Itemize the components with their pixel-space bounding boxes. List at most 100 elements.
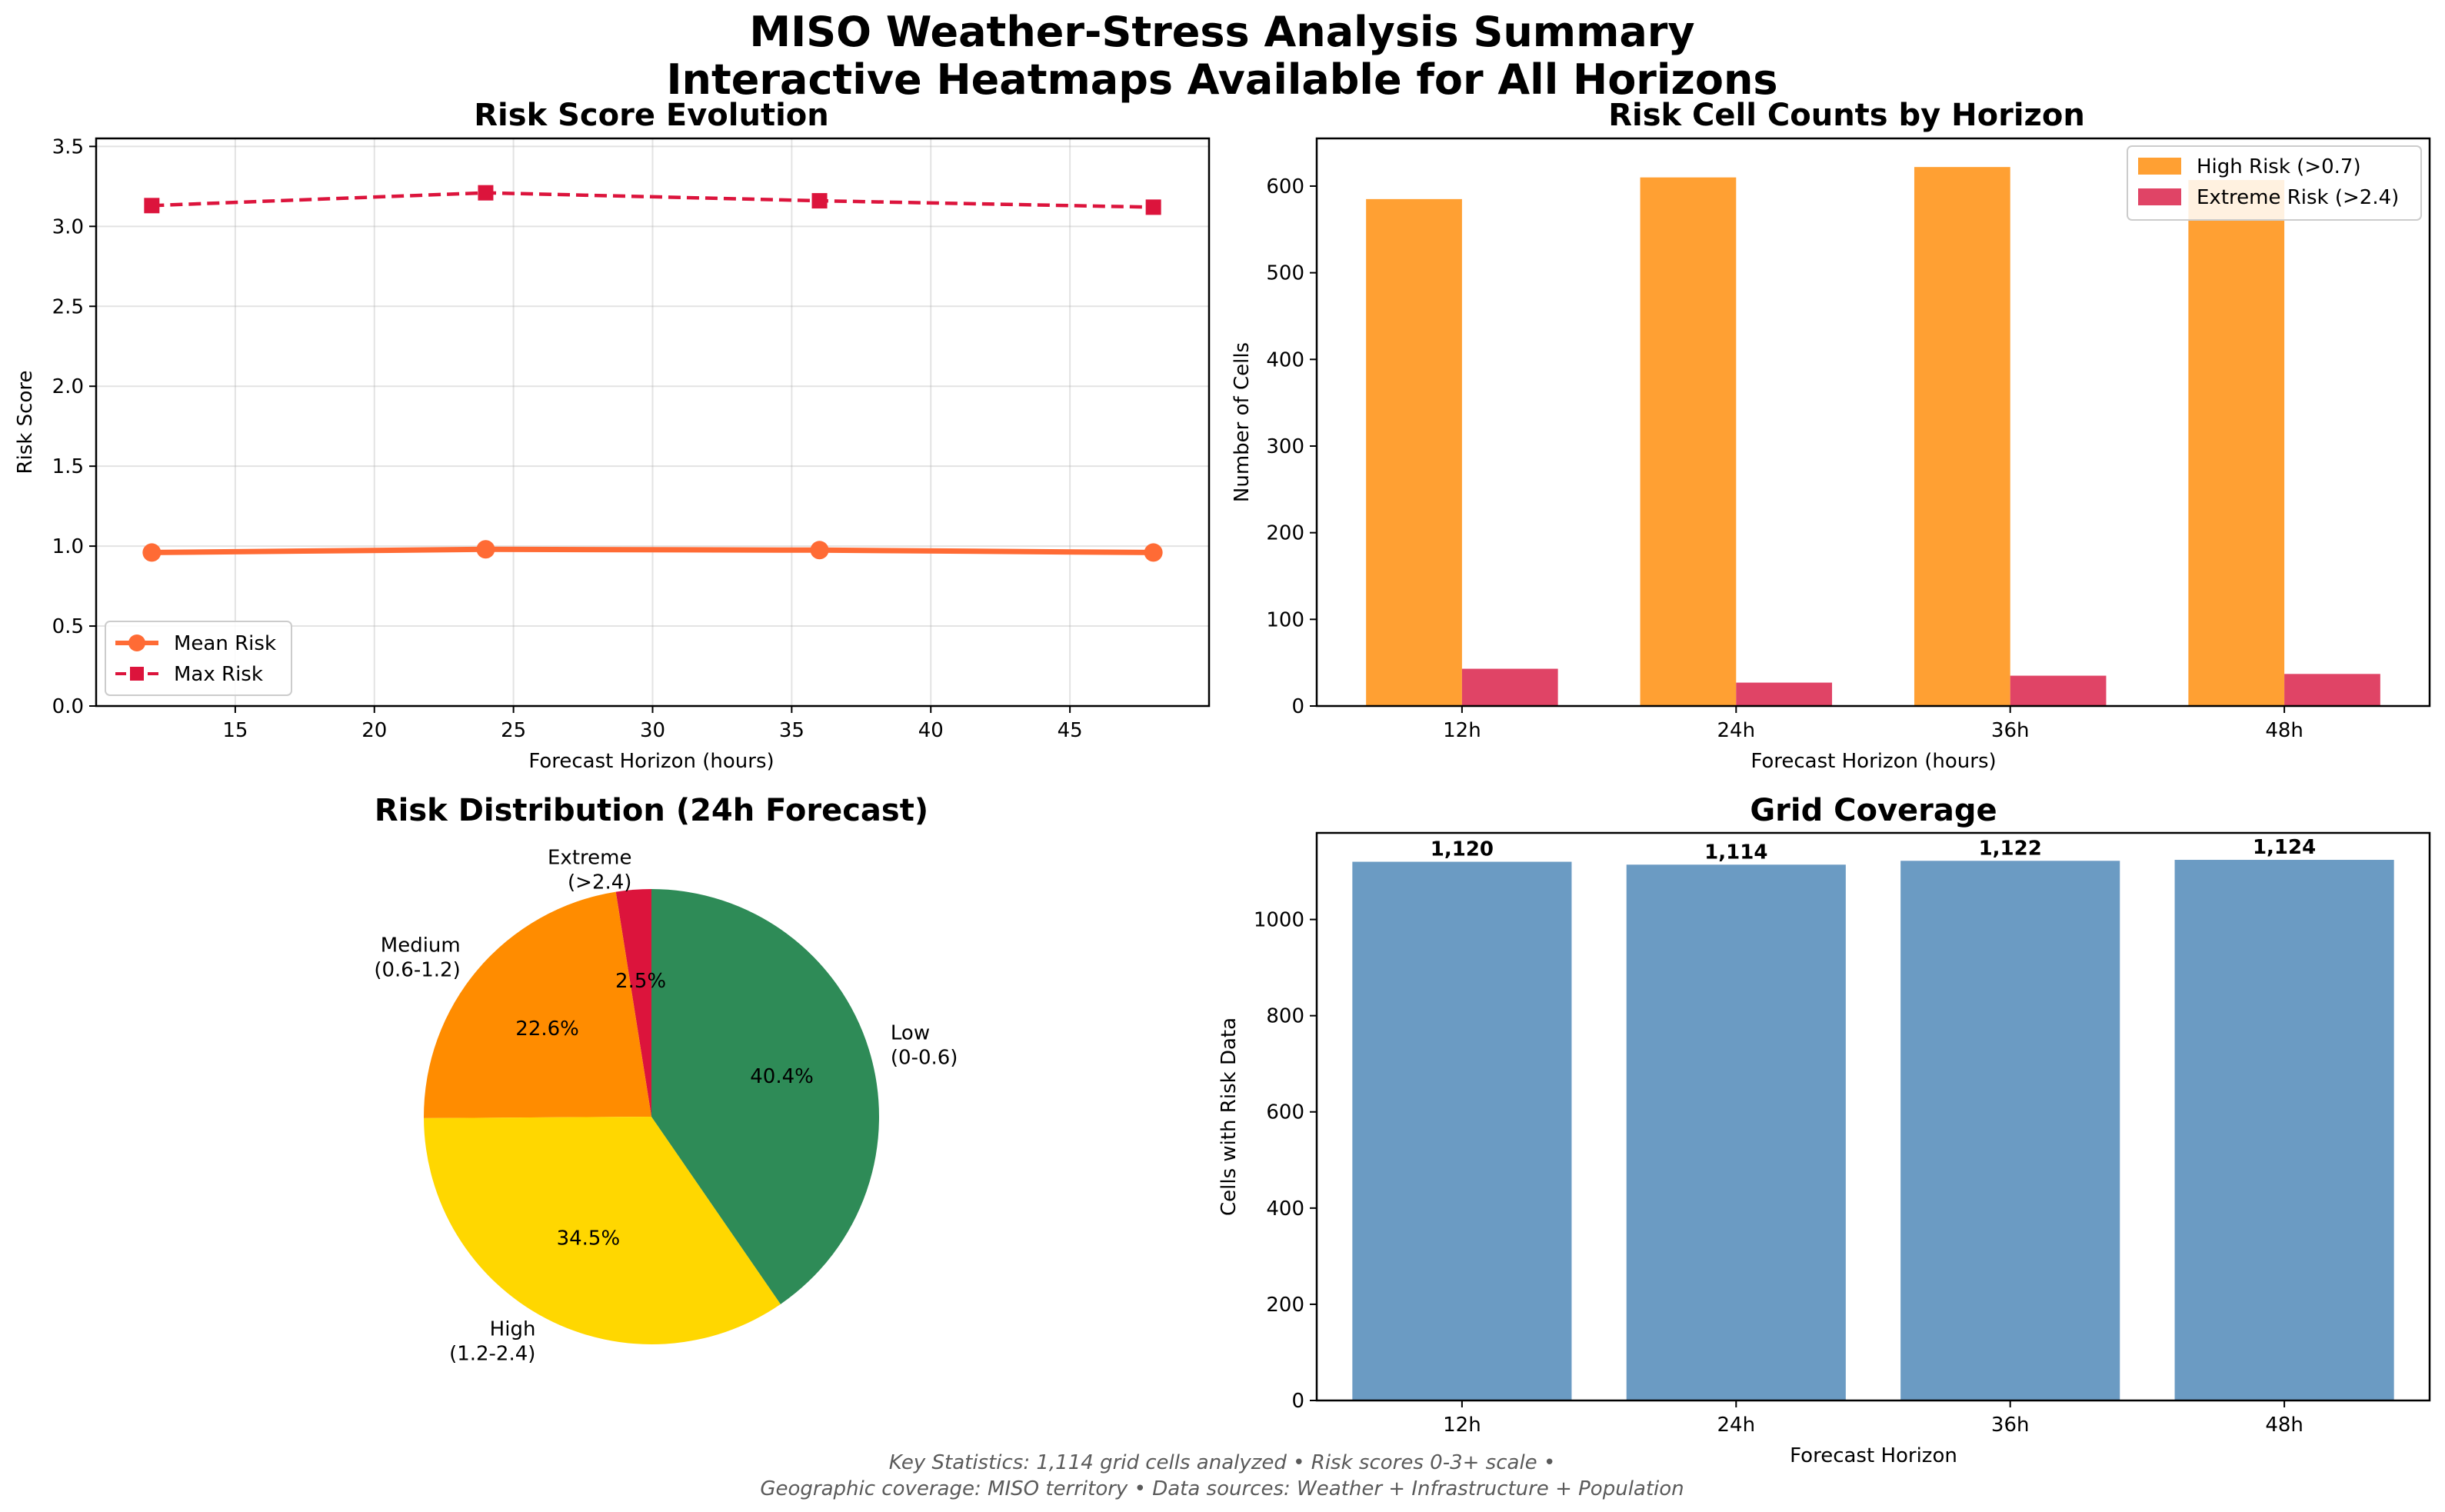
mean-risk-point — [810, 541, 829, 560]
pie-slice-medium — [424, 891, 651, 1118]
high-risk-bar — [1914, 167, 2010, 706]
x-tick-label: 30 — [640, 719, 665, 742]
legend-mean-risk-label: Mean Risk — [174, 632, 276, 655]
x-tick-label: 45 — [1058, 719, 1083, 742]
y-tick-label: 400 — [1266, 348, 1304, 371]
y-tick-label: 1.5 — [52, 455, 84, 478]
extreme-risk-bar — [2010, 675, 2107, 706]
pie-label-range-low: (0-0.6) — [891, 1046, 958, 1069]
risk-evolution-series — [142, 185, 1163, 562]
x-tick-label: 24h — [1717, 1414, 1756, 1437]
coverage-value-label: 1,120 — [1431, 838, 1494, 861]
max-risk-point — [1145, 199, 1161, 215]
y-tick-label: 3.5 — [52, 135, 84, 158]
y-tick-label: 400 — [1266, 1197, 1304, 1221]
x-tick-label: 36h — [1991, 719, 2030, 742]
grid-coverage-xlabel: Forecast Horizon — [1790, 1444, 1957, 1467]
y-tick-label: 0 — [1291, 1390, 1304, 1413]
high-risk-bar — [1640, 177, 1737, 707]
extreme-risk-bar — [1736, 682, 1833, 706]
risk-counts-chart: Risk Cell Counts by Horizon 12h 24h 36h 48h… — [1231, 98, 2431, 773]
extreme-risk-bar — [1461, 668, 1558, 706]
pie-percent-medium: 22.6% — [515, 1017, 579, 1041]
x-tick-label: 25 — [501, 719, 526, 742]
risk-counts-title: Risk Cell Counts by Horizon — [1608, 98, 2085, 133]
y-tick-label: 200 — [1266, 522, 1304, 545]
max-risk-line — [152, 191, 1154, 209]
pie-label-extreme: Extreme — [548, 846, 631, 869]
high-risk-bar — [2188, 180, 2285, 706]
y-tick-label: 0.5 — [52, 615, 84, 638]
risk-distribution-slices — [424, 889, 879, 1344]
y-tick-label: 1.0 — [52, 535, 84, 558]
risk-counts-ylabel: Number of Cells — [1231, 342, 1254, 502]
risk-distribution-chart: Risk Distribution (24h Forecast) 2.5% Ext… — [374, 793, 958, 1366]
x-tick-label: 48h — [2265, 1414, 2303, 1437]
pie-label-range-extreme: (>2.4) — [568, 871, 631, 894]
mean-risk-point — [1144, 543, 1163, 562]
risk-counts-xlabel: Forecast Horizon (hours) — [1750, 750, 1996, 773]
grid-coverage-ticks: 12h 24h 36h 48h 0 200 400 600 800 1000 — [1254, 909, 2303, 1437]
x-tick-label: 36h — [1991, 1414, 2030, 1437]
high-risk-bar — [1366, 198, 1462, 706]
figure-title: MISO Weather-Stress Analysis Summary — [749, 8, 1694, 56]
risk-counts-bars — [1366, 167, 2380, 707]
x-tick-label: 48h — [2265, 719, 2303, 742]
y-tick-label: 600 — [1266, 175, 1304, 198]
pie-percent-high: 34.5% — [557, 1227, 621, 1250]
coverage-value-label: 1,122 — [1979, 837, 2042, 860]
legend-max-risk-marker — [130, 667, 144, 681]
pie-slice-high — [424, 1117, 781, 1344]
risk-evolution-ticks: 15 20 25 30 35 40 45 0.0 0.5 1.0 1.5 2.0 2.5 3.0 3.5 — [52, 135, 1083, 742]
x-tick-label: 24h — [1717, 719, 1756, 742]
legend-box — [2127, 145, 2422, 221]
max-risk-point — [144, 198, 160, 214]
legend-mean-risk-marker — [128, 634, 145, 651]
risk-evolution-chart: Risk Score Evolution 15 20 25 30 35 40 45 0.0 0.… — [14, 98, 1211, 773]
grid-coverage-title: Grid Coverage — [1750, 793, 1997, 828]
coverage-bar — [1900, 861, 2120, 1400]
pie-label-range-high: (1.2-2.4) — [449, 1343, 535, 1366]
legend-max-risk-label: Max Risk — [174, 663, 263, 686]
pie-percent-extreme: 2.5% — [615, 970, 666, 993]
pie-slice-low — [651, 889, 879, 1304]
grid-coverage-ylabel: Cells with Risk Data — [1218, 1017, 1241, 1216]
risk-evolution-ylabel: Risk Score — [14, 371, 37, 475]
risk-counts-ticks: 12h 24h 36h 48h 0 100 200 300 400 500 600 — [1266, 175, 2303, 742]
pie-label-range-medium: (0.6-1.2) — [374, 958, 460, 981]
risk-counts-frame — [1315, 137, 2431, 708]
x-tick-label: 35 — [779, 719, 804, 742]
max-risk-point — [811, 193, 828, 209]
y-tick-label: 2.0 — [52, 375, 84, 398]
risk-distribution-title: Risk Distribution (24h Forecast) — [375, 793, 928, 828]
grid-coverage-frame — [1315, 831, 2431, 1402]
y-tick-label: 100 — [1266, 608, 1304, 631]
x-tick-label: 12h — [1443, 719, 1481, 742]
coverage-bar — [1626, 864, 1846, 1400]
footer-stats-line2: Geographic coverage: MISO territory • Da… — [760, 1477, 1684, 1500]
x-tick-label: 15 — [222, 719, 248, 742]
y-tick-label: 3.0 — [52, 215, 84, 238]
coverage-value-label: 1,114 — [1704, 841, 1767, 864]
grid-coverage-chart: Grid Coverage 1,120 1,114 1,122 1,124 12h 24… — [1218, 793, 2431, 1467]
y-tick-label: 500 — [1266, 262, 1304, 285]
mean-risk-line — [152, 546, 1154, 555]
pie-percent-low: 40.4% — [750, 1065, 814, 1088]
y-tick-label: 1000 — [1254, 909, 1304, 932]
y-tick-label: 0 — [1291, 695, 1304, 718]
risk-evolution-title: Risk Score Evolution — [474, 98, 828, 133]
legend-high-risk-swatch — [2138, 158, 2181, 175]
y-tick-label: 300 — [1266, 435, 1304, 458]
legend-extreme-risk-swatch — [2138, 188, 2181, 205]
y-tick-label: 200 — [1266, 1294, 1304, 1317]
pie-label-medium: Medium — [381, 934, 461, 957]
y-tick-label: 0.0 — [52, 695, 84, 718]
grid-coverage-bars: 1,120 1,114 1,122 1,124 — [1352, 836, 2394, 1400]
extreme-risk-bar — [2284, 674, 2380, 706]
y-tick-label: 600 — [1266, 1101, 1304, 1124]
footer-stats-line1: Key Statistics: 1,114 grid cells analyze… — [889, 1451, 1556, 1474]
x-tick-label: 20 — [361, 719, 387, 742]
pie-slice-extreme — [615, 889, 651, 1117]
risk-evolution-xlabel: Forecast Horizon (hours) — [528, 750, 774, 773]
